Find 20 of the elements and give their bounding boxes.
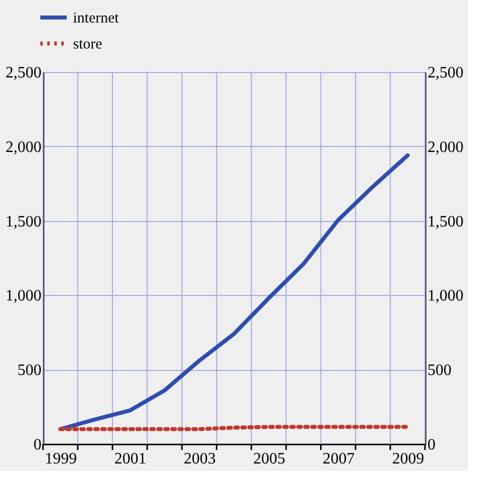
y-tick-label: 1,500 [6, 213, 42, 230]
y-tick-label: 2,500 [6, 64, 42, 82]
x-tick-label: 2009 [392, 450, 424, 468]
legend-label: internet [73, 10, 120, 26]
x-tick-label: 2005 [253, 450, 286, 468]
y2-tick-label: 1,000 [428, 288, 464, 305]
y-tick-label: 2,000 [6, 138, 42, 156]
legend-label: store [73, 36, 102, 52]
y2-tick-label: 500 [428, 362, 452, 380]
y2-tick-label: 2,500 [428, 64, 464, 82]
y-tick-label: 0 [34, 436, 42, 454]
x-tick-label: 2001 [114, 450, 146, 468]
x-tick-label: 2003 [184, 450, 216, 468]
y-tick-label: 500 [18, 362, 42, 380]
y-tick-label: 1,000 [6, 288, 42, 305]
y2-tick-label: 0 [428, 436, 436, 454]
y2-tick-label: 1,500 [428, 213, 464, 230]
x-tick-label: 2007 [322, 450, 355, 468]
y2-tick-label: 2,000 [428, 138, 464, 156]
x-tick-label: 1999 [44, 450, 77, 468]
